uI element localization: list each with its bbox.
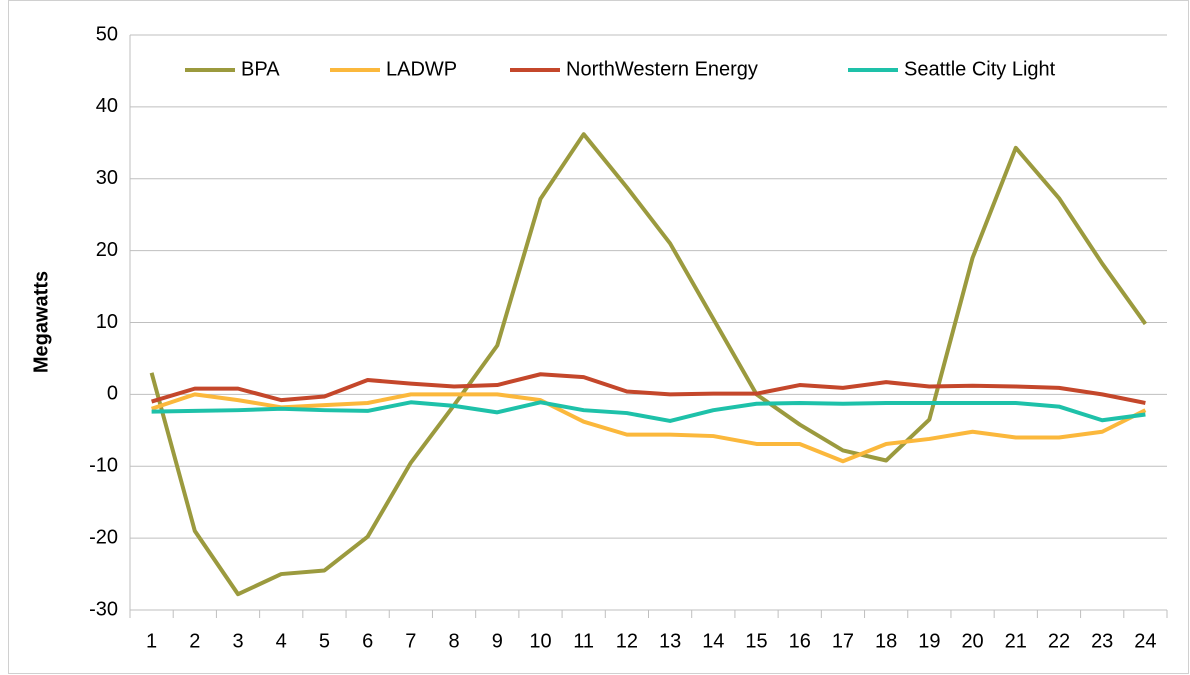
- x-tick-label: 17: [832, 630, 854, 652]
- x-tick-label: 9: [492, 630, 503, 652]
- x-tick-label: 5: [319, 630, 330, 652]
- y-tick-label: -20: [89, 526, 118, 548]
- x-tick-label: 18: [875, 630, 897, 652]
- x-tick-label: 21: [1005, 630, 1027, 652]
- x-tick-label: 13: [659, 630, 681, 652]
- x-tick-label: 11: [573, 630, 594, 652]
- y-axis-label: Megawatts: [30, 271, 52, 373]
- x-tick-label: 8: [449, 630, 460, 652]
- legend-label: Seattle City Light: [904, 58, 1056, 80]
- x-tick-label: 22: [1048, 630, 1070, 652]
- y-tick-label: 50: [96, 23, 118, 45]
- x-tick-label: 3: [232, 630, 243, 652]
- series-line: [151, 372, 1146, 405]
- x-tick-label: 10: [529, 630, 551, 652]
- x-tick-label: 4: [276, 630, 287, 652]
- x-tick-label: 7: [405, 630, 416, 652]
- x-tick-label: 23: [1091, 630, 1113, 652]
- y-tick-label: -30: [89, 598, 118, 620]
- chart-frame: [8, 0, 1189, 674]
- y-tick-label: -10: [89, 455, 118, 477]
- y-tick-label: 0: [107, 383, 118, 405]
- x-tick-label: 1: [146, 630, 157, 652]
- x-tick-label: 19: [918, 630, 940, 652]
- x-tick-label: 20: [961, 630, 983, 652]
- legend-label: LADWP: [386, 58, 457, 80]
- y-tick-label: 30: [96, 167, 118, 189]
- legend-label: BPA: [241, 58, 280, 80]
- x-tick-label: 12: [616, 630, 638, 652]
- series-line: [150, 392, 1147, 464]
- x-tick-label: 6: [362, 630, 373, 652]
- series-line: [151, 400, 1146, 423]
- x-tick-label: 15: [745, 630, 767, 652]
- x-tick-label: 2: [189, 630, 200, 652]
- series-line: [149, 132, 1148, 597]
- legend-label: NorthWestern Energy: [566, 58, 758, 80]
- y-tick-label: 40: [96, 95, 118, 117]
- y-tick-label: 20: [96, 239, 118, 261]
- x-tick-label: 24: [1134, 630, 1156, 652]
- y-tick-label: 10: [96, 311, 118, 333]
- x-tick-label: 16: [789, 630, 811, 652]
- x-tick-label: 14: [702, 630, 724, 652]
